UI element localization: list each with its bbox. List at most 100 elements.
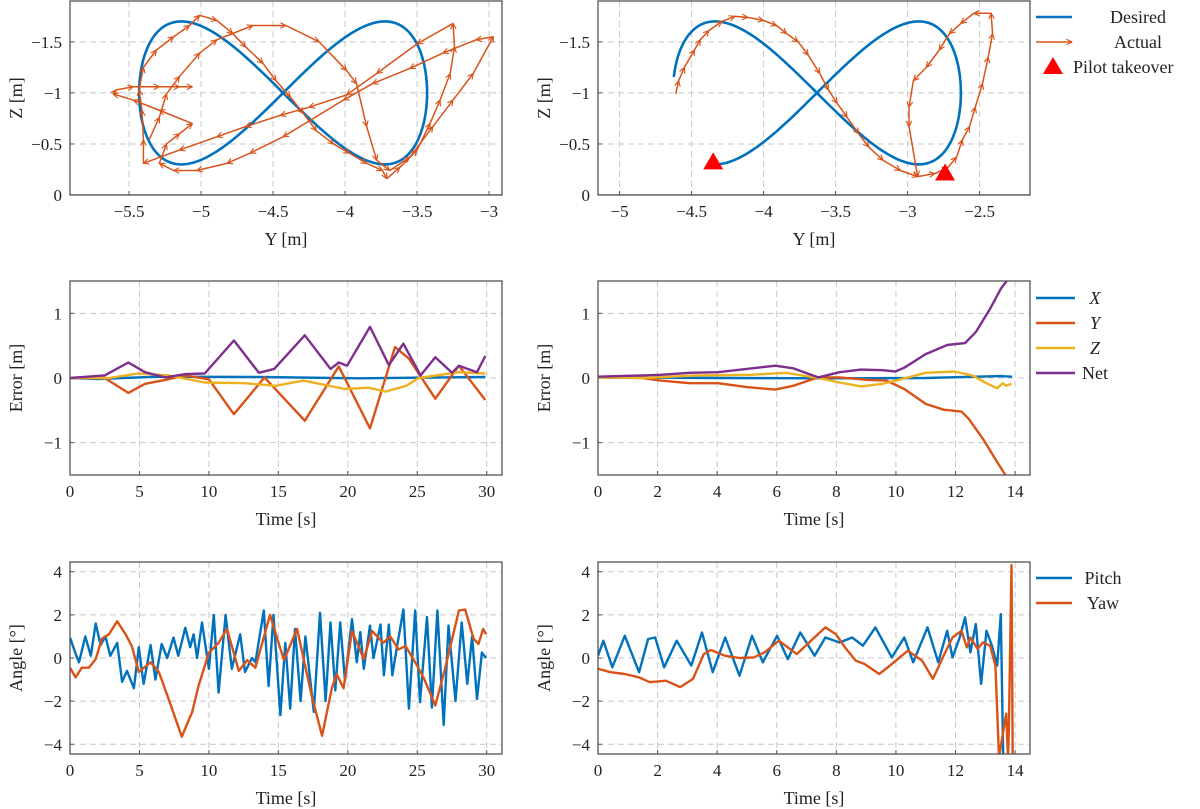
actual-trajectory-arrow <box>159 162 175 172</box>
actual-trajectory-arrow <box>909 80 915 108</box>
x-tick-label: 5 <box>135 761 144 780</box>
desired-trajectory-line <box>672 20 963 166</box>
actual-trajectory-arrow <box>197 162 228 170</box>
actual-trajectory-arrow <box>747 17 764 20</box>
actual-trajectory-arrow <box>165 77 179 95</box>
x-tick-label: −2.5 <box>964 202 995 221</box>
y-tick-label: −4 <box>44 735 63 754</box>
actual-trajectory-arrow <box>315 130 333 144</box>
actual-trajectory-arrow <box>693 40 701 51</box>
actual-trajectory-arrow <box>199 14 217 20</box>
actual-trajectory-arrow <box>148 117 159 141</box>
actual-trajectory-arrow <box>275 80 290 97</box>
x-tick-label: −4.5 <box>676 202 707 221</box>
axes-frame <box>597 561 1031 755</box>
legend-label: Desired <box>1110 7 1166 27</box>
x-tick-label: 0 <box>66 761 75 780</box>
actual-trajectory-arrow <box>449 47 454 74</box>
actual-trajectory-arrow <box>113 90 116 94</box>
actual-trajectory-arrow <box>443 39 477 53</box>
actual-trajectory-arrow <box>968 107 976 127</box>
actual-trajectory-arrow <box>355 83 367 127</box>
actual-trajectory-arrow <box>382 170 388 178</box>
x-tick-label: 2 <box>653 482 662 501</box>
actual-trajectory-arrow <box>955 140 963 158</box>
x-tick-label: 14 <box>1007 761 1025 780</box>
actual-trajectory-arrow <box>868 146 883 160</box>
actual-trajectory-arrow <box>734 16 748 17</box>
series-line-yaw <box>70 608 488 738</box>
actual-trajectory-arrow <box>372 67 411 83</box>
actual-trajectory-arrow <box>227 152 251 163</box>
actual-trajectory-arrow <box>386 167 400 180</box>
x-tick-label: 15 <box>270 482 287 501</box>
series-line-net <box>70 325 487 380</box>
actual-trajectory-arrow <box>178 124 192 135</box>
angle-right-plot: 0 2 4 6 8 10 12 14 −4 −2 0 2 4 Time [s] Angle [°] <box>534 561 1031 808</box>
actual-trajectory-arrow <box>113 94 134 101</box>
x-tick-label: −5 <box>192 202 210 221</box>
actual-trajectory-arrow <box>949 22 962 33</box>
y-tick-label: 0 <box>582 649 591 668</box>
legend-label: Net <box>1082 363 1108 383</box>
plot-area <box>598 564 1014 754</box>
actual-trajectory-arrow <box>410 52 444 68</box>
actual-trajectory-arrow <box>309 94 347 107</box>
x-tick-label: 4 <box>713 761 722 780</box>
actual-trajectory-arrow <box>318 41 346 71</box>
x-tick-label: 8 <box>832 761 841 780</box>
actual-trajectory-arrow <box>344 83 373 101</box>
y-tick-label: 0 <box>54 649 63 668</box>
actual-trajectory-arrow <box>846 116 859 133</box>
y-tick-label: −1.5 <box>559 33 590 52</box>
x-tick-label: 20 <box>339 761 356 780</box>
actual-trajectory-arrow <box>763 19 777 25</box>
x-tick-label: 8 <box>832 482 841 501</box>
actual-trajectory-arrow <box>262 62 276 80</box>
y-axis-label: Error [m] <box>6 344 26 412</box>
x-tick-label: −4 <box>755 202 774 221</box>
actual-trajectory-arrow <box>417 22 454 45</box>
y-axis-label: Angle [°] <box>6 624 26 692</box>
series-line-x <box>598 374 1013 380</box>
actual-trajectory-arrow <box>439 73 450 101</box>
actual-trajectory-arrow <box>776 24 787 34</box>
x-tick-label: 2 <box>653 761 662 780</box>
actual-trajectory-arrow <box>377 43 418 74</box>
y-tick-label: 0 <box>54 369 63 388</box>
x-tick-label: 0 <box>594 482 603 501</box>
axes-frame <box>597 0 1031 196</box>
angle-left-plot: 0 5 10 15 20 25 30 −4 −2 0 2 4 Time [s] Angle [°] <box>6 561 503 808</box>
actual-trajectory-arrow <box>939 33 950 50</box>
y-tick-label: 2 <box>582 606 591 625</box>
x-tick-label: 10 <box>200 482 217 501</box>
actual-trajectory-arrow <box>216 19 233 33</box>
x-axis-label: Y [m] <box>793 229 836 249</box>
x-tick-label: 30 <box>478 761 495 780</box>
actual-trajectory-arrow <box>246 114 281 126</box>
actual-trajectory-arrow <box>345 69 356 83</box>
x-tick-label: −3 <box>899 202 917 221</box>
actual-trajectory-arrow <box>807 54 820 73</box>
y-axis-label: Angle [°] <box>534 624 554 692</box>
actual-trajectory-arrow <box>900 169 917 176</box>
x-tick-label: 10 <box>887 482 904 501</box>
actual-trajectory-arrow <box>159 110 193 125</box>
series-line-pitch <box>70 608 487 727</box>
actual-trajectory-arrow <box>452 73 473 101</box>
actual-trajectory-arrow <box>188 15 200 27</box>
actual-trajectory-arrow <box>981 57 988 84</box>
x-tick-label: 10 <box>887 761 904 780</box>
actual-trajectory-arrow <box>302 112 316 130</box>
actual-trajectory-arrow <box>699 31 709 41</box>
x-tick-label: −3.5 <box>820 202 851 221</box>
x-tick-label: 6 <box>773 761 782 780</box>
y-tick-label: −4 <box>572 735 591 754</box>
x-tick-label: 14 <box>1007 482 1025 501</box>
actual-trajectory-arrow <box>432 100 453 128</box>
actual-trajectory-arrow <box>786 33 799 42</box>
x-tick-label: −4.5 <box>258 202 289 221</box>
trajectory-legend: Desired Actual Pilot takeover <box>1036 7 1173 77</box>
error-right-plot: 0 2 4 6 8 10 12 14 −1 0 1 Time [s] Error [m] <box>534 280 1031 529</box>
